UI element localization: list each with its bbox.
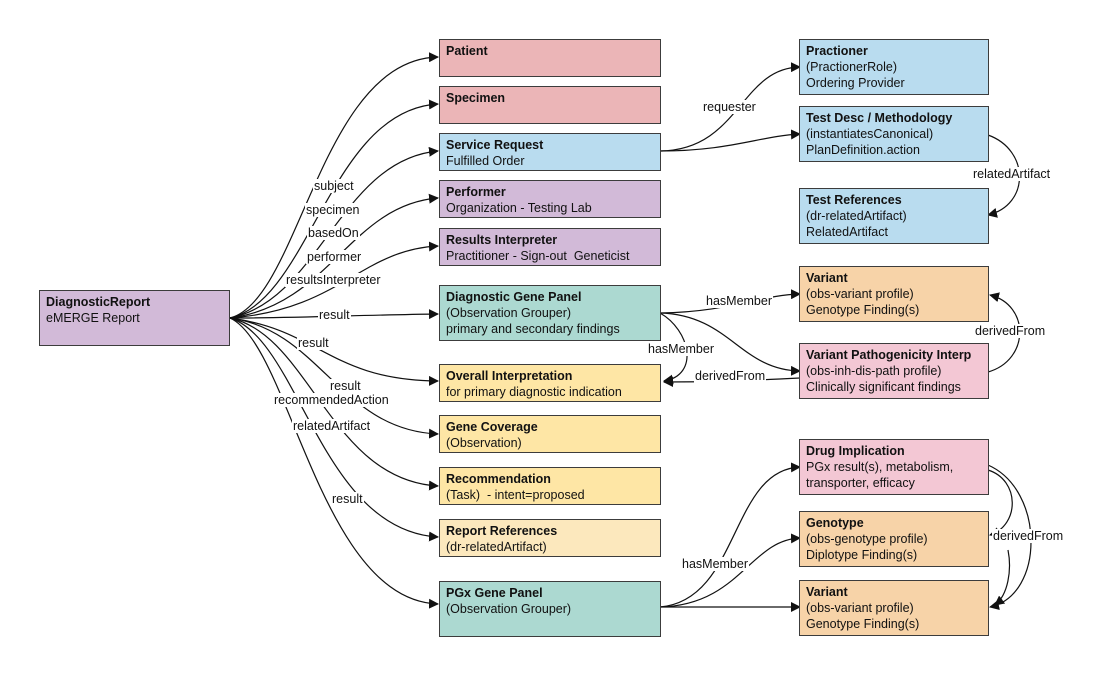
node-drug-implication[interactable]: Drug Implication PGx result(s), metaboli…	[799, 439, 989, 495]
node-diagnostic-gene-panel[interactable]: Diagnostic Gene Panel (Observation Group…	[439, 285, 661, 341]
edge-label-subject: subject	[313, 179, 355, 193]
node-title: Service Request	[446, 138, 544, 152]
node-variant-pathogenicity[interactable]: Variant Pathogenicity Interp (obs-inh-di…	[799, 343, 989, 399]
node-line: (Observation)	[446, 436, 522, 450]
node-title: Diagnostic Gene Panel	[446, 290, 582, 304]
node-variant-2[interactable]: Variant (obs-variant profile) Genotype F…	[799, 580, 989, 636]
node-line: Genotype Finding(s)	[806, 303, 920, 317]
node-line: (dr-relatedArtifact)	[446, 540, 547, 554]
node-title: Practioner	[806, 44, 868, 58]
node-diagnostic-report[interactable]: DiagnosticReport eMERGE Report	[39, 290, 230, 346]
node-title: Report References	[446, 524, 558, 538]
node-line: (Task) - intent=proposed	[446, 488, 585, 502]
edge-instantiates	[659, 129, 801, 152]
edge-label-result: result	[318, 308, 351, 322]
node-title: DiagnosticReport	[46, 295, 151, 309]
edge-label-derivedFrom: derivedFrom	[974, 324, 1047, 338]
node-report-references[interactable]: Report References (dr-relatedArtifact)	[439, 519, 661, 557]
node-title: Genotype	[806, 516, 864, 530]
node-variant-1[interactable]: Variant (obs-variant profile) Genotype F…	[799, 266, 989, 322]
edge-label-derivedFrom: derivedFrom	[992, 529, 1065, 543]
node-results-interpreter[interactable]: Results Interpreter Practitioner - Sign-…	[439, 228, 661, 266]
node-line: (obs-inh-dis-path profile)	[806, 364, 942, 378]
edge-label-derivedFrom: derivedFrom	[694, 369, 767, 383]
node-title: Performer	[446, 185, 506, 199]
node-line: (obs-variant profile)	[806, 287, 914, 301]
node-title: Variant Pathogenicity Interp	[806, 348, 972, 362]
edge-label-relatedArtifact: relatedArtifact	[972, 167, 1052, 181]
node-line: (instantiatesCanonical)	[806, 127, 934, 141]
node-line: Diplotype Finding(s)	[806, 548, 918, 562]
node-line: PlanDefinition.action	[806, 143, 920, 157]
node-title: Specimen	[446, 91, 506, 105]
edge-label-result: result	[331, 492, 364, 506]
node-service-request[interactable]: Service Request Fulfilled Order	[439, 133, 661, 171]
edge-label-performer: performer	[306, 250, 363, 264]
node-line: Fulfilled Order	[446, 154, 525, 168]
edge-label-resultsInterpreter: resultsInterpreter	[285, 273, 382, 287]
edge-hasMember-pathogenicity	[659, 312, 801, 376]
edge-label-basedOn: basedOn	[307, 226, 360, 240]
node-title: Results Interpreter	[446, 233, 558, 247]
node-title: Drug Implication	[806, 444, 905, 458]
node-pgx-gene-panel[interactable]: PGx Gene Panel (Observation Grouper)	[439, 581, 661, 637]
edge-result-overall	[229, 317, 439, 386]
node-line: (obs-genotype profile)	[806, 532, 928, 546]
node-performer[interactable]: Performer Organization - Testing Lab	[439, 180, 661, 218]
node-line: Practitioner - Sign-out Geneticist	[446, 249, 630, 263]
node-line: for primary diagnostic indication	[446, 385, 622, 399]
node-line: transporter, efficacy	[806, 476, 915, 490]
node-title: Test References	[806, 193, 902, 207]
node-line: RelatedArtifact	[806, 225, 888, 239]
node-overall-interpretation[interactable]: Overall Interpretation for primary diagn…	[439, 364, 661, 402]
node-line: (PractionerRole)	[806, 60, 898, 74]
node-title: Variant	[806, 271, 848, 285]
edge-label-hasMember: hasMember	[681, 557, 749, 571]
node-test-desc[interactable]: Test Desc / Methodology (instantiatesCan…	[799, 106, 989, 162]
edge-result-coverage	[229, 317, 439, 439]
node-line: Genotype Finding(s)	[806, 617, 920, 631]
node-line: (obs-variant profile)	[806, 601, 914, 615]
edge-label-hasMember: hasMember	[647, 342, 715, 356]
edge-label-specimen: specimen	[305, 203, 361, 217]
node-line: primary and secondary findings	[446, 322, 620, 336]
node-title: Overall Interpretation	[446, 369, 573, 383]
edge-label-result: result	[329, 379, 362, 393]
edge-label-result: result	[297, 336, 330, 350]
node-line: Ordering Provider	[806, 76, 905, 90]
node-practioner[interactable]: Practioner (PractionerRole) Ordering Pro…	[799, 39, 989, 95]
node-line: (dr-relatedArtifact)	[806, 209, 907, 223]
node-title: Gene Coverage	[446, 420, 538, 434]
edge-label-recommendedAction: recommendedAction	[273, 393, 390, 407]
node-line: eMERGE Report	[46, 311, 140, 325]
node-title: Test Desc / Methodology	[806, 111, 953, 125]
node-title: PGx Gene Panel	[446, 586, 543, 600]
edge-hasMember-genotype	[659, 533, 801, 608]
edge-label-hasMember: hasMember	[705, 294, 773, 308]
edge-hasMember-drug	[659, 462, 801, 608]
node-test-references[interactable]: Test References (dr-relatedArtifact) Rel…	[799, 188, 989, 244]
edge-derivedFrom-genotype-variant	[994, 549, 1011, 606]
node-recommendation[interactable]: Recommendation (Task) - intent=proposed	[439, 467, 661, 505]
node-patient[interactable]: Patient	[439, 39, 661, 77]
node-line: Clinically significant findings	[806, 380, 961, 394]
node-title: Patient	[446, 44, 488, 58]
edge-label-relatedArtifact: relatedArtifact	[292, 419, 372, 433]
node-specimen[interactable]: Specimen	[439, 86, 661, 124]
edge-result-pgx	[229, 317, 439, 609]
node-line: PGx result(s), metabolism,	[806, 460, 954, 474]
node-title: Variant	[806, 585, 848, 599]
node-line: Organization - Testing Lab	[446, 201, 592, 215]
edge-label-requester: requester	[702, 100, 757, 114]
node-gene-coverage[interactable]: Gene Coverage (Observation)	[439, 415, 661, 453]
node-title: Recommendation	[446, 472, 551, 486]
node-line: (Observation Grouper)	[446, 602, 572, 616]
edge-relatedArtifact-left	[229, 317, 439, 542]
node-line: (Observation Grouper)	[446, 306, 572, 320]
node-genotype[interactable]: Genotype (obs-genotype profile) Diplotyp…	[799, 511, 989, 567]
